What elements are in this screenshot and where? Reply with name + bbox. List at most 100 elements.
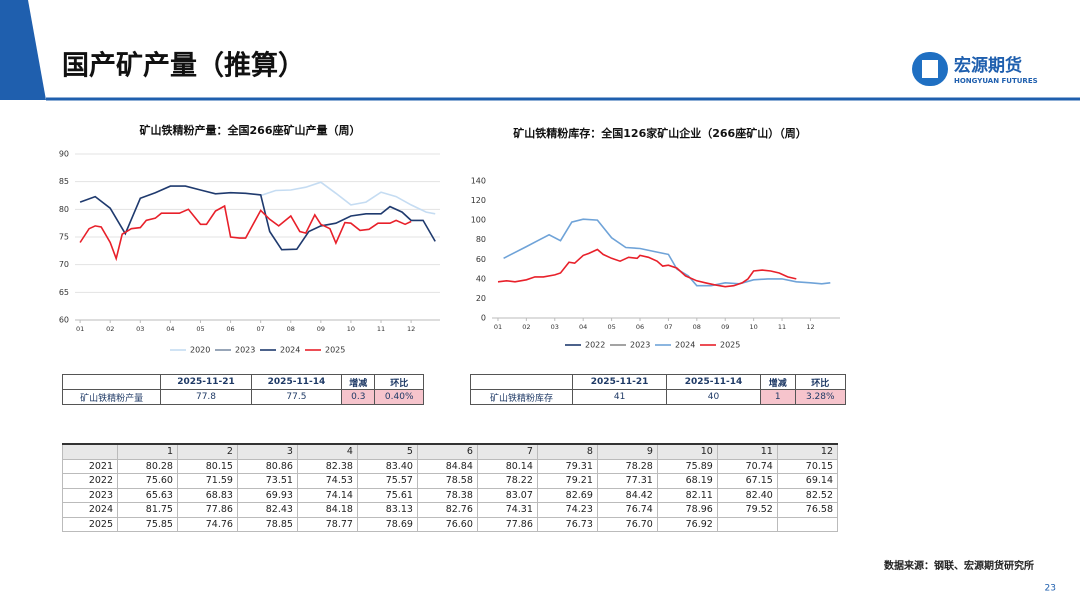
series-line xyxy=(79,204,412,262)
table-cell: 77.5 xyxy=(250,389,343,405)
table-cell: 76.58 xyxy=(777,502,839,518)
y-tick-label: 140 xyxy=(471,177,486,186)
table-cell: 76.74 xyxy=(597,502,658,518)
table-cell: 75.85 xyxy=(117,517,178,532)
chart-title: 矿山铁精粉产量：全国266座矿山产量（周） xyxy=(140,123,361,137)
table-cell xyxy=(777,517,839,532)
table-cell: 75.60 xyxy=(117,473,178,489)
x-tick-label: 08 xyxy=(693,323,701,331)
column-header: 10 xyxy=(657,443,718,460)
x-tick-label: 07 xyxy=(257,325,265,333)
table-cell: 82.43 xyxy=(237,502,298,518)
table-cell: 83.13 xyxy=(357,502,418,518)
column-header: 11 xyxy=(717,443,778,460)
y-tick-label: 75 xyxy=(59,233,69,242)
x-tick-label: 02 xyxy=(522,323,530,331)
table-cell: 82.38 xyxy=(297,459,358,474)
x-tick-label: 10 xyxy=(749,323,757,331)
table-cell: 2021 xyxy=(62,459,118,474)
table-cell: 65.63 xyxy=(117,488,178,503)
column-header: 2025-11-21 xyxy=(572,374,668,390)
table-cell: 78.85 xyxy=(237,517,298,532)
table-corner xyxy=(62,443,118,460)
x-tick-label: 11 xyxy=(778,323,786,331)
column-header: 9 xyxy=(597,443,658,460)
series-line xyxy=(79,185,436,251)
chart-title: 矿山铁精粉库存：全国126家矿山企业（266座矿山）（周） xyxy=(513,127,807,140)
column-header: 8 xyxy=(537,443,598,460)
table-cell xyxy=(717,517,778,532)
table-cell: 80.15 xyxy=(177,459,238,474)
x-tick-label: 04 xyxy=(579,323,587,331)
table-header-row: 2025-11-21 2025-11-14 增减 环比 xyxy=(61,374,424,390)
table-row: 2024 81.75 77.86 82.43 84.18 83.13 82.76 74.31 7… xyxy=(62,502,839,518)
y-tick-label: 80 xyxy=(476,235,486,244)
table-cell: 74.23 xyxy=(537,502,598,518)
column-header: 4 xyxy=(297,443,358,460)
table-cell: 71.59 xyxy=(177,473,238,489)
table-row: 2021 80.28 80.15 80.86 82.38 83.40 84.84 80.14 7… xyxy=(62,459,839,474)
table-row: 矿山铁精粉库存 41 40 1 3.28% xyxy=(469,389,847,405)
legend-label: 2024 xyxy=(280,346,300,355)
table-cell: 75.61 xyxy=(357,488,418,503)
x-tick-label: 03 xyxy=(136,325,144,333)
table-row: 2025 75.85 74.76 78.85 78.77 78.69 76.60 77.86 7… xyxy=(62,517,839,532)
table-row: 2022 75.60 71.59 73.51 74.53 75.57 78.58 78.22 7… xyxy=(62,473,839,489)
y-tick-label: 20 xyxy=(476,294,486,303)
table-cell: 0.3 xyxy=(341,389,376,405)
table-cell: 2022 xyxy=(62,473,118,489)
y-tick-label: 65 xyxy=(59,288,69,297)
table-cell: 74.76 xyxy=(177,517,238,532)
table-cell: 80.14 xyxy=(477,459,538,474)
table-cell: 78.28 xyxy=(597,459,658,474)
column-header: 1 xyxy=(117,443,178,460)
table-cell: 矿山铁精粉产量 xyxy=(61,389,162,405)
table-cell: 78.22 xyxy=(477,473,538,489)
table-cell: 67.15 xyxy=(717,473,778,489)
column-header: 增减 xyxy=(341,374,376,390)
column-header: 2025-11-14 xyxy=(666,374,761,390)
x-tick-label: 01 xyxy=(494,323,502,331)
column-header: 2025-11-14 xyxy=(250,374,343,390)
table-cell: 80.86 xyxy=(237,459,298,474)
summary-table: 2025-11-21 2025-11-14 增减 环比 矿山铁精粉库存 41 40 1 3.28… xyxy=(469,374,847,405)
table-cell: 76.73 xyxy=(537,517,598,532)
table-cell: 78.96 xyxy=(657,502,718,518)
table-cell: 81.75 xyxy=(117,502,178,518)
column-header: 5 xyxy=(357,443,418,460)
table-cell: 76.70 xyxy=(597,517,658,532)
y-tick-label: 60 xyxy=(476,255,486,264)
table-cell: 69.14 xyxy=(777,473,839,489)
table-cell: 78.69 xyxy=(357,517,418,532)
table-cell: 84.42 xyxy=(597,488,658,503)
table-cell: 1 xyxy=(759,389,796,405)
table-cell: 75.89 xyxy=(657,459,718,474)
series-line xyxy=(503,218,831,287)
series-line xyxy=(260,181,436,215)
x-tick-label: 06 xyxy=(226,325,234,333)
legend-label: 2024 xyxy=(675,341,695,350)
x-tick-label: 05 xyxy=(607,323,615,331)
table-cell: 83.07 xyxy=(477,488,538,503)
table-row: 矿山铁精粉产量 77.8 77.5 0.3 0.40% xyxy=(61,389,424,405)
table-cell: 矿山铁精粉库存 xyxy=(469,389,574,405)
y-tick-label: 90 xyxy=(59,150,69,159)
y-tick-label: 85 xyxy=(59,177,69,186)
column-header: 2025-11-21 xyxy=(160,374,252,390)
x-tick-label: 09 xyxy=(317,325,325,333)
x-tick-label: 04 xyxy=(166,325,174,333)
table-cell: 77.86 xyxy=(477,517,538,532)
table-cell: 82.11 xyxy=(657,488,718,503)
y-tick-label: 100 xyxy=(471,216,486,225)
table-cell: 76.60 xyxy=(417,517,478,532)
table-cell: 3.28% xyxy=(794,389,847,405)
table-cell: 70.15 xyxy=(777,459,839,474)
table-cell: 79.31 xyxy=(537,459,598,474)
table-corner xyxy=(469,374,574,390)
table-cell: 2024 xyxy=(62,502,118,518)
legend-label: 2025 xyxy=(720,341,740,350)
legend-label: 2023 xyxy=(630,341,650,350)
table-cell: 77.86 xyxy=(177,502,238,518)
table-cell: 84.18 xyxy=(297,502,358,518)
